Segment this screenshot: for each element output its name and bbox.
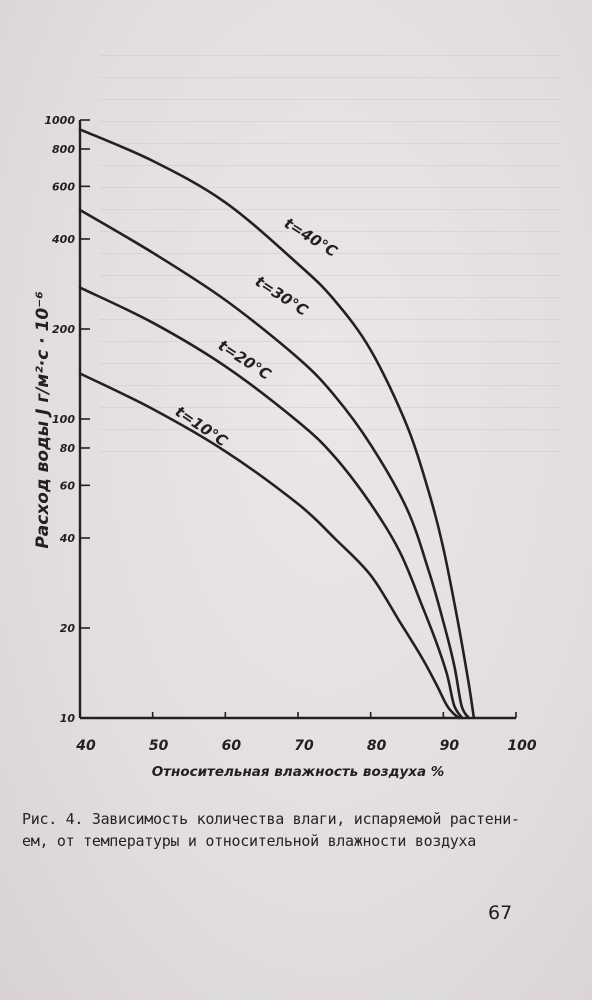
series-label-2: t=30°C [252,272,311,319]
series-line-1 [78,128,476,720]
caption-line-1: Рис. 4. Зависимость количества влаги, ис… [22,810,520,828]
x-tick-label: 70 [294,738,314,754]
y-tick-label: 800 [52,143,75,156]
humidity-chart: 10 20 40 60 80 100 200 400 600 800 1000 40 50 60 70 80 9… [33,114,537,780]
y-tick-label: 100 [52,413,75,426]
series-line-3 [78,286,464,720]
series-label-4: t=10°C [172,402,231,450]
page-number: 67 [488,902,513,924]
x-tick-label: 90 [440,738,460,754]
y-tick-label: 400 [51,233,75,246]
series-line-2 [78,208,471,720]
x-tick-label: 50 [149,738,169,754]
series-label-1: t=40°C [281,214,341,261]
y-tick-label: 60 [60,479,76,492]
x-axis-label: Относительная влажность воздуха % [152,764,445,780]
y-tick-label: 1000 [44,114,75,127]
y-axis-label: Расход воды J г/м²·с · 10⁻⁶ [33,291,53,548]
caption-line-2: ем, от температуры и относительной влажн… [22,832,477,850]
series-label-3: t=20°C [215,336,274,383]
figure-caption: Рис. 4. Зависимость количества влаги, ис… [22,808,582,852]
x-tick-label: 60 [222,738,242,754]
y-tick-label: 200 [52,323,75,336]
y-tick-label: 600 [52,180,75,193]
y-tick-label: 10 [60,712,76,725]
y-tick-label: 20 [60,622,76,635]
x-tick-label: 40 [75,738,96,754]
y-tick-label: 80 [60,442,76,455]
y-tick-label: 40 [59,532,76,545]
x-tick-label: 100 [507,738,536,754]
x-tick-label: 80 [367,738,387,754]
series-line-4 [78,372,461,720]
